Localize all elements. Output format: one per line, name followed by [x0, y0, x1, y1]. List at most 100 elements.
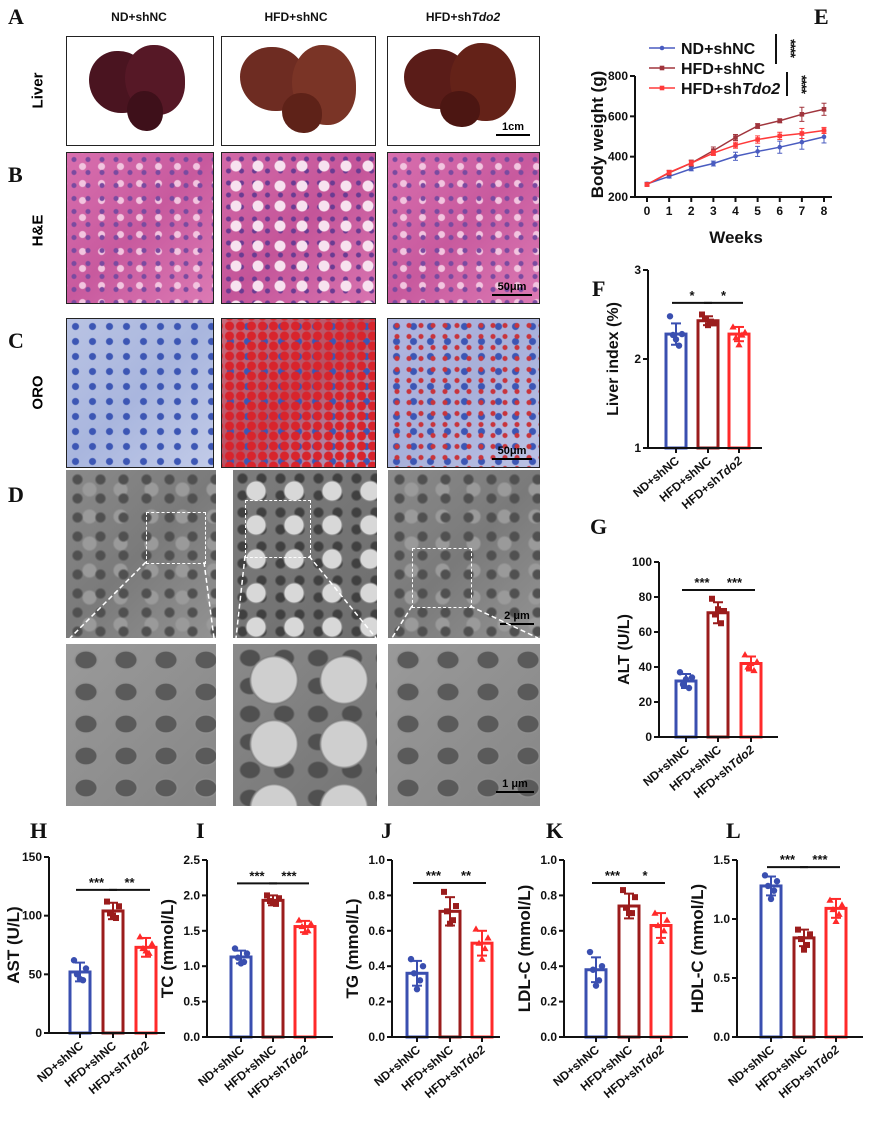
- bar: [101, 909, 125, 1035]
- data-point: [651, 909, 659, 916]
- data-point: [755, 149, 760, 154]
- significance-label: ***: [727, 575, 743, 590]
- legend-label: HFD+shNC: [681, 61, 765, 78]
- significance-label: ***: [249, 868, 265, 883]
- y-tick-label: 0.0: [713, 1030, 730, 1044]
- data-point: [419, 963, 427, 970]
- data-point: [484, 934, 492, 941]
- data-point: [682, 676, 690, 683]
- data-point: [753, 658, 761, 665]
- data-point: [798, 936, 804, 943]
- data-point: [801, 946, 807, 953]
- bar: [438, 909, 462, 1039]
- category-label-italic: Tdo2: [457, 1042, 488, 1071]
- y-tick-label: 150: [22, 850, 42, 864]
- bar: [617, 904, 641, 1039]
- y-tick-label: 0: [645, 730, 652, 744]
- data-point: [764, 882, 772, 890]
- legend-label-main: ND+shNC: [681, 41, 756, 58]
- tem-high-hfd: [233, 644, 377, 806]
- tem-high-shtdo2: 1 μm: [388, 644, 540, 806]
- data-point: [832, 917, 840, 924]
- he-image-nd: [66, 152, 214, 304]
- data-point: [142, 947, 150, 954]
- bar: [261, 898, 285, 1039]
- data-point: [237, 960, 245, 967]
- data-point: [721, 608, 727, 614]
- zoom-connector: [391, 605, 539, 639]
- data-point: [595, 977, 603, 984]
- legend-label: HFD+shTdo2: [681, 81, 780, 98]
- data-point: [777, 144, 783, 150]
- bar: [293, 925, 317, 1039]
- y-tick-label: 2.0: [183, 888, 200, 902]
- legend-label-italic: Tdo2: [742, 81, 780, 98]
- scale-bar-label: 2 μm: [504, 610, 530, 622]
- data-point: [441, 888, 447, 895]
- zoom-connector: [235, 555, 377, 639]
- x-tick-label: 7: [799, 204, 806, 218]
- y-tick-label: 1.0: [183, 959, 200, 973]
- data-point: [729, 323, 737, 330]
- zoom-region-box: [245, 500, 311, 558]
- y-tick-label: 0.2: [540, 995, 557, 1009]
- data-point: [685, 684, 693, 692]
- y-tick-label: 0.4: [540, 959, 557, 973]
- zoom-connector: [69, 561, 215, 639]
- x-tick-label: 3: [710, 204, 717, 218]
- y-tick-label: 0.5: [183, 995, 200, 1009]
- data-point: [835, 910, 843, 917]
- data-point: [475, 939, 483, 946]
- x-tick-label: 1: [666, 204, 673, 218]
- data-point: [70, 957, 78, 964]
- tem-low-nd: [66, 470, 216, 638]
- y-axis-label: TC (mmol/L): [158, 899, 177, 998]
- data-point: [298, 922, 306, 930]
- data-point: [666, 170, 672, 175]
- y-tick-label: 200: [608, 190, 628, 204]
- bar: [727, 332, 751, 450]
- x-tick-label: 2: [688, 204, 695, 218]
- liver-lobe: [127, 91, 163, 131]
- data-point: [472, 925, 480, 932]
- y-tick-label: 1.0: [368, 853, 385, 867]
- scale-bar-line: [492, 294, 532, 296]
- data-point: [761, 872, 769, 879]
- panel-letter-b: B: [8, 162, 23, 187]
- data-point: [744, 663, 752, 670]
- he-image-hfd: [221, 152, 376, 304]
- data-point: [733, 153, 738, 159]
- data-point: [733, 135, 738, 140]
- y-tick-label: 400: [608, 150, 628, 164]
- y-tick-label: 0.5: [713, 971, 730, 985]
- column-header-gene: Tdo2: [471, 10, 501, 24]
- legend-label-main: HFD+sh: [681, 81, 742, 98]
- significance-label: ****: [794, 75, 810, 94]
- oro-image-hfd: [221, 318, 376, 468]
- data-point: [750, 666, 758, 674]
- data-point: [626, 910, 632, 917]
- bar: [792, 936, 816, 1039]
- bar: [664, 332, 688, 450]
- data-point: [777, 133, 783, 139]
- oro-image-nd: [66, 318, 214, 468]
- data-point: [709, 595, 715, 602]
- category-label-italic: Tdo2: [811, 1042, 842, 1071]
- data-point: [807, 931, 813, 938]
- chart-I: ND+shNCHFD+shNCHFD+shTdo20.00.51.01.52.0…: [158, 853, 333, 1101]
- bar: [229, 955, 253, 1039]
- data-point: [688, 166, 694, 172]
- significance-label: ***: [426, 868, 442, 883]
- panel-letter-g: G: [590, 514, 608, 539]
- y-tick-label: 80: [639, 590, 653, 604]
- y-tick-label: 600: [608, 109, 628, 123]
- significance-label: ***: [812, 852, 828, 867]
- data-point: [116, 903, 122, 910]
- data-point: [73, 971, 81, 978]
- data-point: [741, 651, 749, 658]
- data-point: [804, 941, 810, 948]
- y-tick-label: 2: [634, 352, 641, 366]
- data-point: [672, 336, 680, 343]
